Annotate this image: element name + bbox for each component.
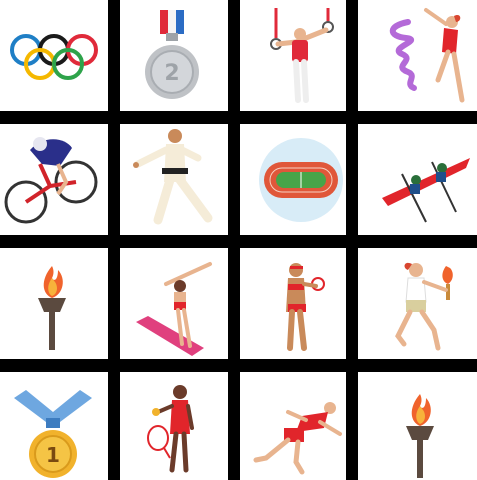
- olympic-torch-icon: [38, 266, 66, 350]
- olympic-rings-icon: [10, 34, 98, 80]
- rowing-boat-icon: [382, 158, 470, 223]
- gold-medal-number: 1: [46, 443, 60, 467]
- torch-bearer-runner-icon: [395, 262, 453, 351]
- silver-medal-icon: 2: [145, 10, 199, 99]
- tennis-player-icon: [147, 385, 194, 473]
- gymnast-rings-icon: [270, 8, 334, 103]
- athletics-stadium-icon: [259, 138, 343, 222]
- karate-fighter-icon: [133, 129, 213, 225]
- rhythmic-gymnast-ribbon-icon: [389, 8, 465, 103]
- tile-rowing-boat: [358, 124, 477, 235]
- tile-olympic-torch-2: [358, 372, 477, 480]
- tile-beach-volleyball-player: [240, 248, 346, 359]
- tile-karate-fighter: [120, 124, 228, 235]
- gold-medal-icon: 1: [14, 390, 92, 478]
- track-cyclist-icon: [4, 137, 98, 224]
- tile-track-cyclist: [0, 124, 108, 235]
- tile-olympic-torch: [0, 248, 108, 359]
- tile-silver-medal: 2: [120, 0, 228, 111]
- tile-torch-bearer-runner: [358, 248, 477, 359]
- diver-springboard-icon: [136, 262, 212, 356]
- tile-gold-medal: 1: [0, 372, 108, 480]
- tile-rhythmic-gymnast: [358, 0, 477, 111]
- sprinter-icon: [253, 402, 342, 475]
- tile-gymnast-rings: [240, 0, 346, 111]
- tile-olympic-rings: [0, 0, 108, 111]
- beach-volleyball-player-icon: [286, 263, 325, 351]
- tile-diver-springboard: [120, 248, 228, 359]
- tile-tennis-player: [120, 372, 228, 480]
- silver-medal-number: 2: [164, 61, 179, 86]
- tile-athletics-stadium: [240, 124, 346, 235]
- tile-sprinter: [240, 372, 346, 480]
- olympic-torch-icon: [406, 394, 434, 478]
